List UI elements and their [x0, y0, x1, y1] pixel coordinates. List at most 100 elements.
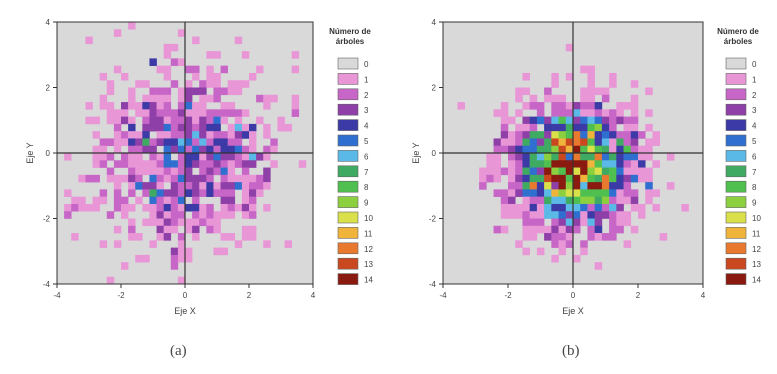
density-cell — [565, 131, 574, 139]
legend-label: 1 — [752, 75, 757, 84]
density-cell — [192, 65, 200, 74]
density-cell — [206, 225, 214, 234]
density-cell — [199, 138, 207, 147]
density-cell — [99, 160, 108, 168]
density-cell — [234, 203, 243, 212]
legend-label: 3 — [364, 106, 369, 115]
density-cell — [106, 80, 115, 88]
density-cell — [113, 123, 122, 132]
density-cell — [249, 174, 257, 183]
density-cell — [163, 189, 172, 197]
density-cell — [227, 102, 236, 110]
density-cell — [638, 160, 646, 168]
density-cell — [551, 218, 559, 227]
density-cell — [601, 233, 610, 241]
density-cell — [241, 196, 250, 205]
density-cell — [135, 80, 143, 88]
density-cell — [142, 167, 150, 176]
panel-label-a: (a) — [170, 343, 187, 359]
density-cell — [587, 116, 595, 125]
density-cell — [177, 218, 186, 227]
density-cell — [263, 123, 271, 132]
density-cell — [652, 138, 660, 147]
density-cell — [263, 203, 271, 212]
density-cell — [544, 167, 552, 176]
density-cell — [616, 211, 624, 219]
density-cell — [565, 167, 574, 176]
density-cell — [163, 72, 172, 81]
density-cell — [128, 87, 136, 96]
density-cell — [609, 153, 617, 161]
density-cell — [85, 36, 93, 45]
density-cell — [227, 145, 236, 154]
density-cell — [551, 211, 559, 219]
density-cell — [508, 138, 516, 147]
density-cell — [508, 160, 516, 168]
density-cell — [192, 145, 200, 154]
density-cell — [486, 167, 494, 176]
density-cell — [113, 160, 122, 168]
density-cell — [580, 102, 588, 110]
density-cell — [558, 225, 567, 234]
density-cell — [213, 72, 221, 81]
density-cell — [587, 225, 595, 234]
density-cell — [616, 116, 624, 125]
density-cell — [156, 65, 164, 74]
density-cell — [623, 240, 632, 248]
density-cell — [558, 211, 567, 219]
density-cell — [234, 160, 243, 168]
legend-label: 2 — [364, 91, 369, 100]
density-cell — [565, 109, 574, 117]
legend-label: 5 — [364, 137, 369, 146]
density-cell — [185, 109, 193, 117]
density-cell — [580, 211, 588, 219]
density-cell — [551, 167, 559, 176]
legend-swatch — [725, 165, 747, 178]
density-cell — [609, 109, 617, 117]
density-cell — [616, 182, 624, 190]
density-cell — [220, 174, 228, 183]
density-cell — [199, 145, 207, 154]
density-cell — [529, 182, 538, 190]
density-cell — [170, 145, 179, 154]
legend-swatch — [725, 257, 747, 270]
density-cell — [573, 138, 581, 147]
density-cell — [227, 189, 236, 197]
density-cell — [135, 153, 143, 161]
density-cell — [177, 254, 186, 263]
density-cell — [515, 240, 523, 248]
x-tick-label: -4 — [53, 291, 61, 300]
density-cell — [142, 123, 150, 132]
density-cell — [623, 123, 632, 132]
y-tick-label: -4 — [43, 280, 51, 289]
density-cell — [493, 225, 502, 234]
density-cell — [64, 189, 72, 197]
density-cell — [277, 123, 285, 132]
legend-swatch — [725, 73, 747, 85]
density-cell — [630, 138, 639, 147]
density-cell — [149, 123, 157, 132]
density-cell — [113, 145, 122, 154]
density-cell — [106, 167, 115, 176]
density-cell — [99, 145, 108, 154]
density-cell — [241, 233, 250, 241]
density-cell — [199, 160, 207, 168]
density-cell — [142, 189, 150, 197]
density-cell — [565, 218, 574, 227]
legend-label: 2 — [752, 91, 757, 100]
density-cell — [163, 51, 172, 59]
density-cell — [135, 167, 143, 176]
density-cell — [256, 189, 264, 197]
density-cell — [522, 218, 530, 227]
density-cell — [170, 225, 179, 234]
density-cell — [551, 145, 559, 154]
density-cell — [558, 167, 567, 176]
density-cell — [573, 160, 581, 168]
density-cell — [121, 138, 129, 147]
density-cell — [149, 94, 157, 103]
density-cell — [234, 116, 243, 125]
density-cell — [249, 233, 257, 241]
density-cell — [580, 174, 588, 183]
density-cell — [170, 123, 179, 132]
legend-label: 5 — [752, 137, 757, 146]
